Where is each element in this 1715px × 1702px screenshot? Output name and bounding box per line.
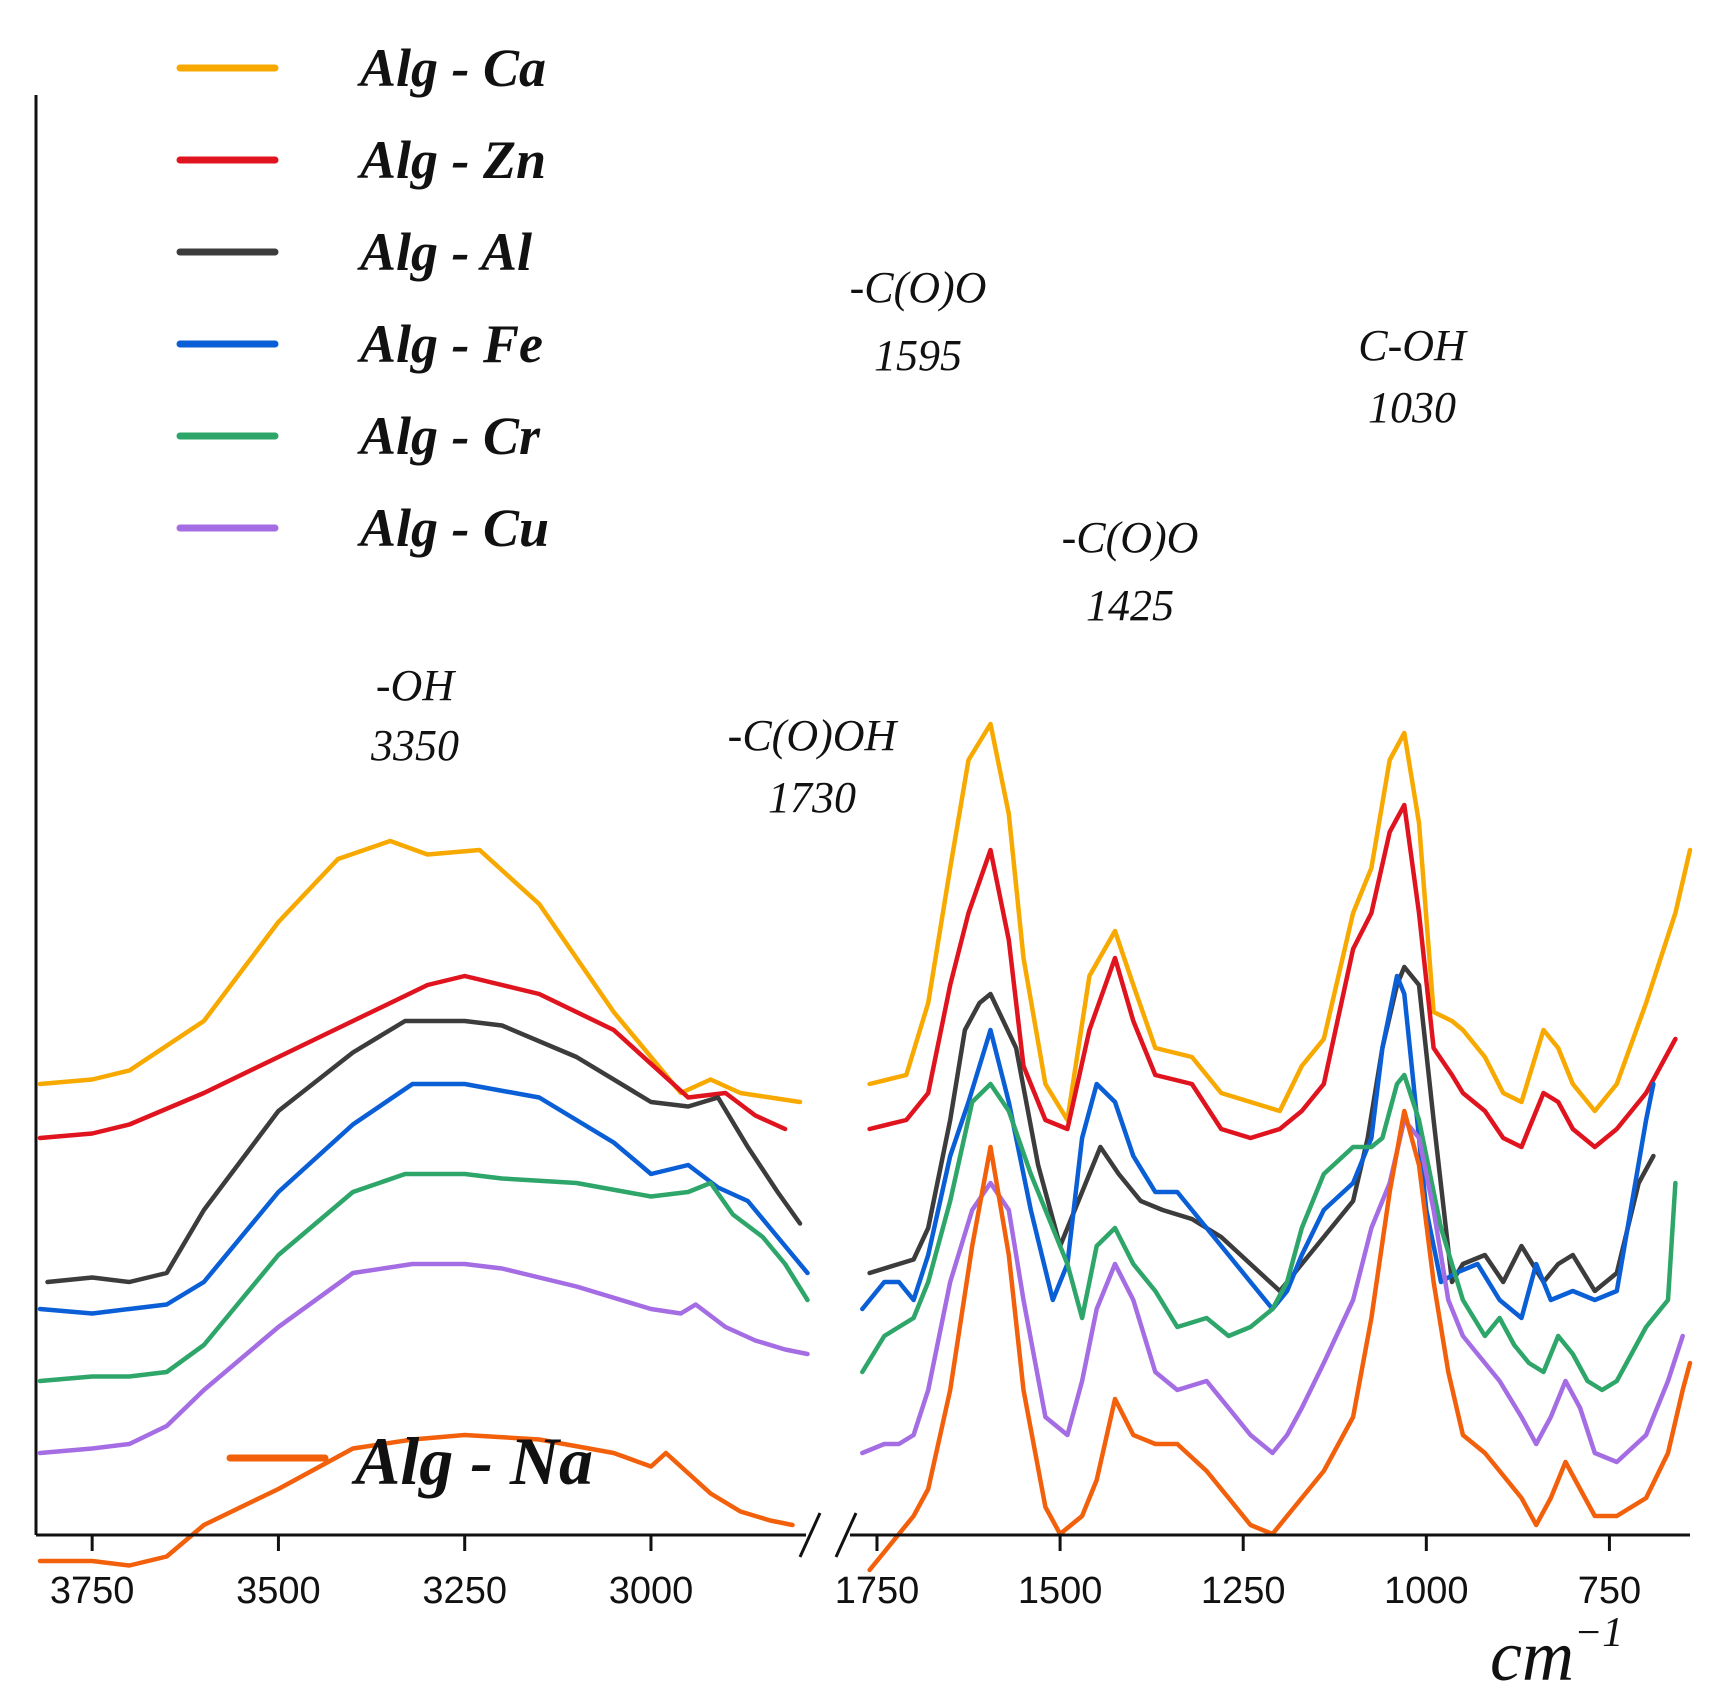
annotation-1030-group-label: C-OH <box>1358 321 1468 370</box>
series-alg-zn-low-region <box>867 802 1678 1150</box>
series-alg-cu-high-region <box>37 1261 810 1456</box>
legend-label-alg-cu: Alg - Cu <box>357 498 549 558</box>
series-alg-na-high-region <box>37 1432 795 1568</box>
x-tick-label-750: 750 <box>1578 1570 1641 1612</box>
x-tick-label-1250: 1250 <box>1201 1570 1286 1612</box>
series-alg-ca-high-region <box>37 838 803 1105</box>
x-tick-label-1000: 1000 <box>1384 1570 1469 1612</box>
series-alg-zn-high-region <box>37 973 788 1141</box>
x-axis-unit-label: cm−1 <box>1490 1610 1623 1696</box>
x-tick-label-3750: 3750 <box>50 1570 135 1612</box>
annotation-1595-wavenumber-label: 1595 <box>874 331 962 380</box>
axis-layer: 3750 3500 3250 3000 1750 1500 1250 1000 750 <box>34 95 1690 1612</box>
x-tick-label-1500: 1500 <box>1018 1570 1103 1612</box>
legend-label-alg-ca: Alg - Ca <box>357 38 546 98</box>
legend-label-alg-zn: Alg - Zn <box>357 130 546 190</box>
legend-label-alg-fe: Alg - Fe <box>357 314 543 374</box>
x-tick-label-3250: 3250 <box>422 1570 507 1612</box>
axis-break-mark <box>798 1512 822 1558</box>
series-alg-al-high-region <box>45 1018 803 1285</box>
legend-layer: Alg - Ca Alg - Zn Alg - Al Alg - Fe Alg - Cr… <box>176 38 593 1499</box>
annotation-1730-group-label: -C(O)OH <box>728 711 899 760</box>
series-alg-ca-low-region <box>867 721 1693 1123</box>
annotation-3350-wavenumber-label: 3350 <box>370 721 459 770</box>
series-alg-fe-low-region <box>860 973 1656 1321</box>
legend-label-alg-cr: Alg - Cr <box>357 406 541 466</box>
annotation-layer: -OH 3350 -C(O)OH 1730 -C(O)O 1595 -C(O)O 1425 C-… <box>370 263 1468 822</box>
annotation-1595-group-label: -C(O)O <box>850 263 987 312</box>
annotation-3350-group-label: -OH <box>376 661 456 710</box>
x-axis-unit-base: cm <box>1490 1616 1574 1696</box>
series-layer <box>37 721 1693 1573</box>
series-alg-cr-low-region <box>860 1072 1678 1393</box>
legend-label-alg-na: Alg - Na <box>351 1423 593 1499</box>
series-alg-al-low-region <box>867 964 1656 1294</box>
axis-break-mark <box>834 1512 858 1558</box>
x-axis-unit-exponent: −1 <box>1574 1610 1623 1656</box>
series-alg-fe-high-region <box>37 1081 810 1316</box>
annotation-1425-group-label: -C(O)O <box>1062 513 1199 562</box>
series-alg-cr-high-region <box>37 1171 810 1384</box>
series-alg-na-low-region <box>867 1108 1693 1573</box>
legend-label-alg-al: Alg - Al <box>357 222 532 282</box>
annotation-1730-wavenumber-label: 1730 <box>768 773 856 822</box>
annotation-1425-wavenumber-label: 1425 <box>1086 581 1174 630</box>
annotation-1030-wavenumber-label: 1030 <box>1368 383 1456 432</box>
x-tick-label-3500: 3500 <box>236 1570 321 1612</box>
x-tick-label-3000: 3000 <box>609 1570 694 1612</box>
x-tick-label-1750: 1750 <box>835 1570 920 1612</box>
